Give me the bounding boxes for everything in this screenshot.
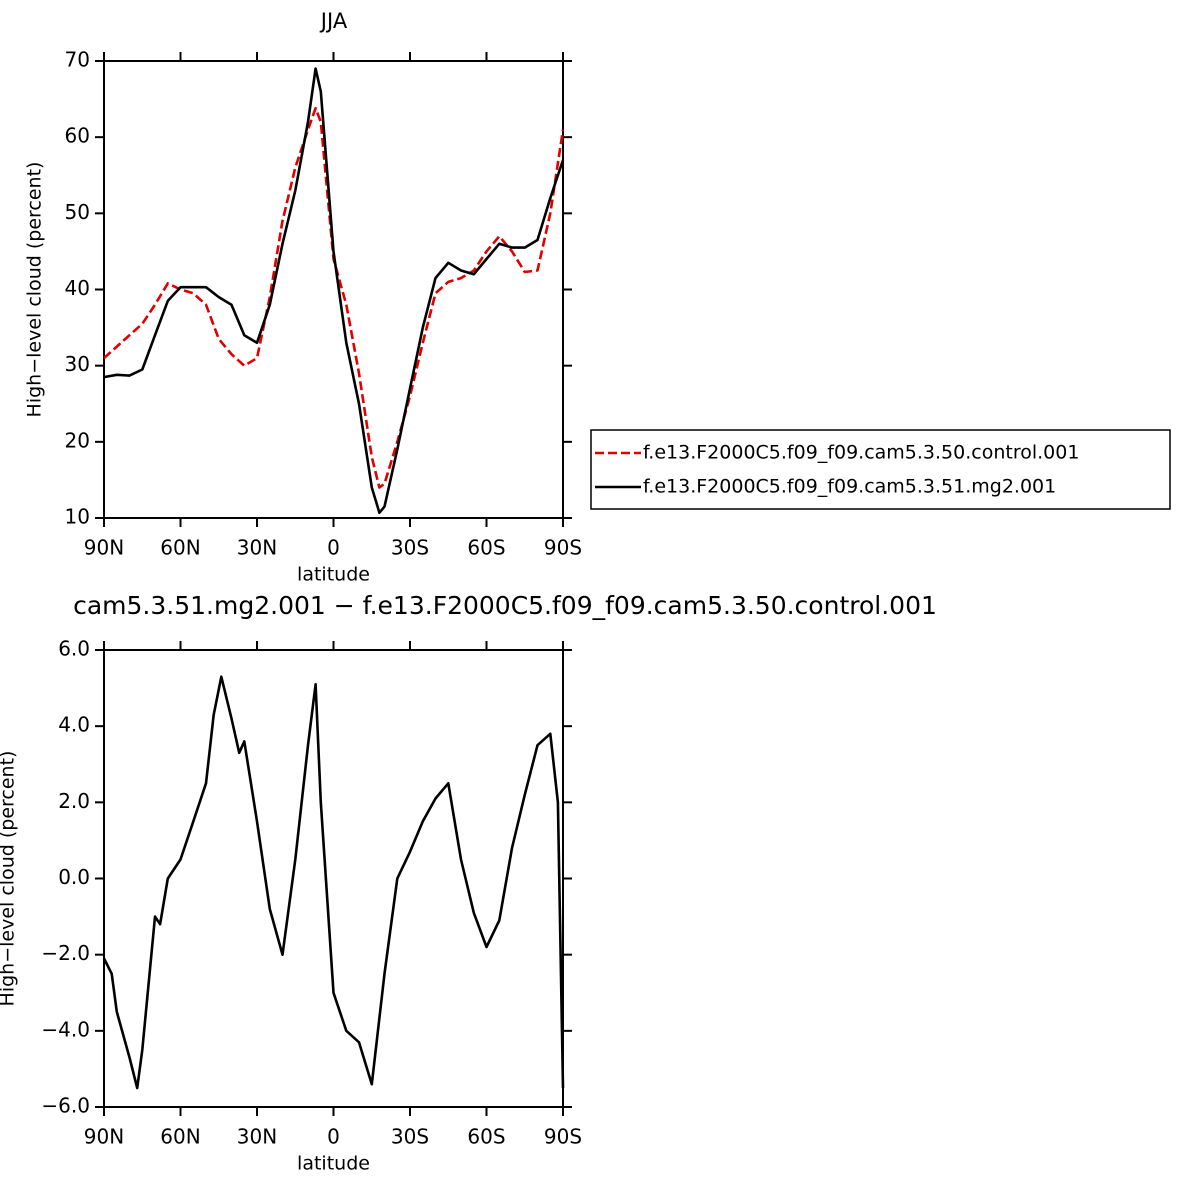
legend-box [590, 429, 1171, 510]
x-tick-label: 90S [544, 536, 582, 560]
x-tick-label: 60S [467, 1125, 505, 1149]
legend-label: f.e13.F2000C5.f09_f09.cam5.3.51.mg2.001 [643, 476, 1056, 498]
y-tick-label: 4.0 [58, 713, 90, 737]
y-tick-label: −4.0 [41, 1017, 90, 1041]
x-tick-label: 30S [391, 1125, 429, 1149]
x-tick-label: 90N [84, 536, 124, 560]
y-tick-label: −6.0 [41, 1094, 90, 1118]
y-tick-label: 70 [65, 48, 90, 72]
y-tick-label: 2.0 [58, 789, 90, 813]
y-tick-label: 40 [65, 276, 90, 300]
y-tick-label: 50 [65, 200, 90, 224]
chart-title: JJA [319, 9, 348, 33]
data-line [103, 67, 565, 514]
x-tick-label: 30S [391, 536, 429, 560]
y-axis-label: High−level cloud (percent) [0, 751, 19, 1007]
data-line [102, 675, 565, 1090]
y-tick-label: −2.0 [41, 941, 90, 965]
x-axis-label: latitude [297, 564, 370, 586]
y-tick-label: 60 [65, 124, 90, 148]
x-tick-label: 0 [327, 1125, 340, 1149]
y-axis-label: High−level cloud (percent) [24, 162, 46, 418]
x-tick-label: 30N [237, 1125, 277, 1149]
x-tick-label: 0 [327, 536, 340, 560]
x-axis-label: latitude [297, 1153, 370, 1175]
x-tick-label: 30N [237, 536, 277, 560]
y-tick-label: 6.0 [58, 637, 90, 661]
y-tick-label: 10 [65, 505, 90, 529]
chart-title: cam5.3.51.mg2.001 − f.e13.F2000C5.f09_f0… [73, 591, 937, 620]
y-tick-label: 20 [65, 428, 90, 452]
x-tick-label: 60N [160, 536, 200, 560]
y-tick-label: 30 [65, 352, 90, 376]
x-tick-label: 90N [84, 1125, 124, 1149]
plot-frame [103, 649, 564, 1108]
plot-frame [103, 60, 564, 519]
x-tick-label: 60S [467, 536, 505, 560]
x-tick-label: 90S [544, 1125, 582, 1149]
legend-label: f.e13.F2000C5.f09_f09.cam5.3.50.control.… [643, 442, 1079, 464]
data-line [103, 106, 565, 489]
x-tick-label: 60N [160, 1125, 200, 1149]
y-tick-label: 0.0 [58, 865, 90, 889]
